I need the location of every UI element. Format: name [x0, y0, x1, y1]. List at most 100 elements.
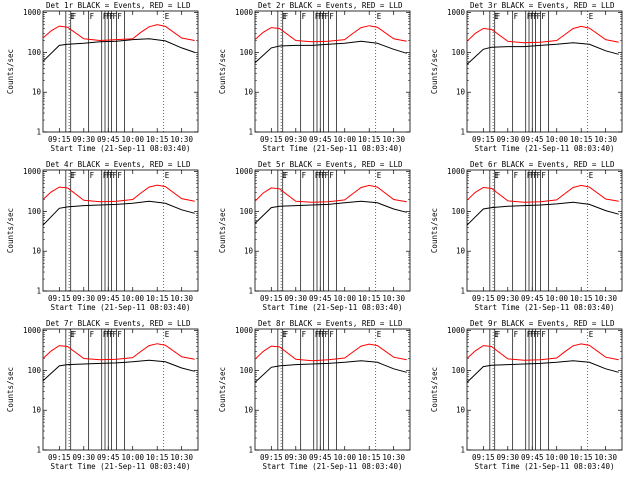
x-tick-label: 09:45 — [521, 294, 544, 303]
detector-panel: Det 3r BLACK = Events, RED = LLD Counts/s… — [430, 1, 623, 153]
x-tick-label: 09:45 — [309, 453, 332, 462]
x-tick-label: 10:15 — [570, 135, 593, 144]
flag-label: F — [106, 330, 111, 339]
flag-label: F — [321, 171, 326, 180]
y-tick-label: 1000 — [447, 326, 466, 335]
plot-frame — [42, 10, 199, 133]
flag-label: F — [109, 171, 114, 180]
flag-label: E — [494, 330, 499, 339]
detector-panel: Det 8r BLACK = Events, RED = LLD Counts/s… — [218, 319, 411, 471]
y-tick-label: 100 — [451, 366, 465, 375]
y-tick-label: 1 — [460, 287, 465, 296]
flag-label: F — [329, 12, 334, 21]
y-tick-label: 100 — [239, 366, 253, 375]
flag-label: F — [329, 171, 334, 180]
y-tick-label: 100 — [451, 207, 465, 216]
flag-label: F — [103, 12, 108, 21]
flag-label: F — [106, 12, 111, 21]
flag-label: F — [496, 330, 501, 339]
y-tick-label: 1000 — [447, 8, 466, 17]
flag-label: F — [318, 330, 323, 339]
x-axis-label: Start Time (21-Sep-11 08:03:40) — [475, 144, 615, 153]
flag-label: F — [302, 12, 307, 21]
x-tick-label: 09:30 — [497, 135, 520, 144]
x-tick-label: 09:15 — [48, 135, 71, 144]
flag-label: F — [527, 12, 532, 21]
x-tick-label: 10:15 — [358, 135, 381, 144]
flag-label: F — [90, 12, 95, 21]
flag-label: F — [514, 171, 519, 180]
x-axis-label: Start Time (21-Sep-11 08:03:40) — [263, 144, 403, 153]
flag-label: F — [321, 330, 326, 339]
flag-label: F — [113, 330, 118, 339]
flag-label: F — [537, 171, 542, 180]
lld-series-line — [254, 184, 407, 203]
flag-label: F — [302, 171, 307, 180]
y-tick-label: 10 — [244, 247, 254, 256]
y-axis-label: Counts/sec — [218, 49, 227, 94]
flag-label: F — [117, 330, 122, 339]
x-tick-label: 10:30 — [382, 135, 405, 144]
panel-title: Det 6r BLACK = Events, RED = LLD — [470, 160, 615, 169]
lld-series-line — [466, 25, 619, 44]
flag-label: F — [541, 330, 546, 339]
flag-label: E — [589, 171, 594, 180]
panel-title: Det 7r BLACK = Events, RED = LLD — [46, 319, 191, 328]
flag-label: F — [109, 12, 114, 21]
flag-label: F — [496, 171, 501, 180]
x-tick-label: 09:30 — [285, 294, 308, 303]
x-tick-label: 10:15 — [146, 453, 169, 462]
x-tick-label: 10:30 — [382, 453, 405, 462]
events-series-line — [254, 40, 407, 64]
panel-title: Det 5r BLACK = Events, RED = LLD — [258, 160, 403, 169]
x-axis-label: Start Time (21-Sep-11 08:03:40) — [475, 303, 615, 312]
x-tick-label: 10:30 — [170, 294, 193, 303]
y-axis-label: Counts/sec — [218, 367, 227, 412]
flag-label: F — [72, 330, 77, 339]
panel-title: Det 1r BLACK = Events, RED = LLD — [46, 1, 191, 10]
y-axis-label: Counts/sec — [218, 208, 227, 253]
detector-panel: Det 7r BLACK = Events, RED = LLD Counts/s… — [6, 319, 199, 471]
flag-label: E — [70, 171, 75, 180]
y-tick-label: 1000 — [23, 167, 42, 176]
y-tick-label: 10 — [32, 88, 42, 97]
x-tick-label: 10:15 — [146, 135, 169, 144]
y-tick-label: 1 — [460, 128, 465, 137]
x-axis-label: Start Time (21-Sep-11 08:03:40) — [51, 144, 191, 153]
x-tick-label: 10:15 — [146, 294, 169, 303]
lld-series-line — [466, 184, 619, 203]
flag-label: F — [117, 171, 122, 180]
x-tick-label: 09:15 — [260, 135, 283, 144]
x-tick-label: 09:30 — [497, 453, 520, 462]
flag-label: E — [282, 12, 287, 21]
y-axis-label: Counts/sec — [6, 208, 15, 253]
x-tick-label: 09:45 — [97, 294, 120, 303]
flag-label: F — [284, 171, 289, 180]
y-tick-label: 1 — [248, 446, 253, 455]
x-axis-label: Start Time (21-Sep-11 08:03:40) — [475, 462, 615, 471]
plot-frame — [466, 328, 623, 451]
flag-label: F — [106, 171, 111, 180]
plot-frame — [254, 169, 411, 292]
x-tick-label: 09:15 — [472, 294, 495, 303]
events-series-line — [42, 200, 195, 226]
flag-label: F — [117, 12, 122, 21]
detector-panel: Det 5r BLACK = Events, RED = LLD Counts/s… — [218, 160, 411, 312]
y-tick-label: 10 — [456, 406, 466, 415]
flag-label: F — [318, 171, 323, 180]
flag-label: F — [113, 171, 118, 180]
lld-series-line — [254, 343, 407, 362]
flag-label: E — [377, 171, 382, 180]
x-tick-label: 09:15 — [48, 453, 71, 462]
x-axis-label: Start Time (21-Sep-11 08:03:40) — [51, 303, 191, 312]
events-series-line — [42, 38, 195, 62]
x-tick-label: 10:30 — [594, 453, 617, 462]
x-tick-label: 10:00 — [121, 294, 144, 303]
y-tick-label: 10 — [244, 406, 254, 415]
x-tick-label: 10:00 — [545, 453, 568, 462]
x-axis-label: Start Time (21-Sep-11 08:03:40) — [263, 303, 403, 312]
lld-series-line — [42, 24, 195, 42]
y-tick-label: 100 — [239, 207, 253, 216]
flag-label: F — [318, 12, 323, 21]
y-tick-label: 1000 — [447, 167, 466, 176]
